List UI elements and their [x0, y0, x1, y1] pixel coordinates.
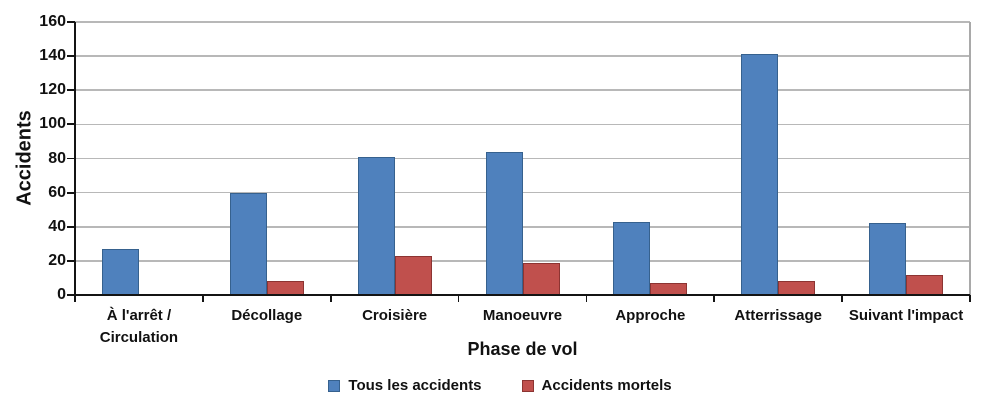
gridline-160: [75, 21, 970, 23]
x-axis-tick-3: [457, 295, 460, 302]
y-axis-tick-60: [67, 191, 75, 194]
y-tick-label-20: 20: [48, 251, 66, 269]
x-axis-tick-4: [585, 295, 588, 302]
y-tick-label-60: 60: [48, 183, 66, 201]
y-tick-label-0: 0: [57, 286, 66, 303]
bar-tous-les-accidents-4: [613, 221, 651, 295]
x-axis-line: [67, 294, 970, 296]
x-axis-tick-1: [201, 295, 204, 302]
x-category-label-2: Croisière: [362, 307, 428, 324]
bar-tous-les-accidents-5: [741, 54, 779, 295]
y-axis-tick-160: [67, 21, 75, 23]
gridline-140: [75, 55, 970, 57]
bar-accidents-mortels-6: [906, 274, 944, 295]
bar-tous-les-accidents-0: [101, 248, 139, 295]
legend-entry-accidents-mortels: Accidents mortels: [521, 377, 672, 394]
x-axis-tick-7: [969, 295, 971, 302]
y-tick-label-40: 40: [48, 217, 66, 235]
x-axis-tick-6: [841, 295, 844, 302]
legend-swatch-accidents-mortels: [521, 379, 534, 392]
y-tick-label-100: 100: [39, 115, 66, 133]
gridline-20: [75, 260, 970, 262]
legend: Tous les accidents Accidents mortels: [0, 377, 1000, 394]
x-category-label-5: Atterrissage: [734, 307, 822, 324]
y-tick-label-160: 160: [39, 13, 66, 30]
bar-tous-les-accidents-2: [357, 156, 395, 295]
y-axis-tick-80: [67, 157, 75, 160]
y-tick-label-140: 140: [39, 47, 66, 65]
y-axis-line: [74, 22, 76, 296]
gridline-100: [75, 123, 970, 126]
gridline-120: [75, 89, 970, 92]
legend-label-accidents-mortels: Accidents mortels: [541, 377, 672, 394]
x-category-label-3: Manoeuvre: [482, 307, 563, 324]
gridline-80: [75, 157, 970, 160]
y-axis-tick-140: [67, 55, 75, 58]
x-axis-tick-5: [713, 295, 716, 302]
y-axis-tick-100: [67, 123, 75, 126]
gridline-60: [75, 191, 970, 194]
x-category-label-4: Approche: [615, 307, 686, 324]
bar-accidents-mortels-2: [394, 255, 432, 295]
y-tick-label-120: 120: [39, 81, 66, 99]
bar-accidents-mortels-3: [522, 262, 560, 295]
bar-accidents-mortels-1: [266, 281, 304, 295]
legend-label-tous-les-accidents: Tous les accidents: [348, 377, 482, 394]
y-axis-tick-20: [67, 259, 75, 262]
gridline-40: [75, 225, 970, 228]
bar-tous-les-accidents-6: [869, 223, 907, 295]
x-category-label-1: Décollage: [231, 307, 303, 324]
x-axis-tick-2: [329, 295, 332, 302]
x-axis-tick-0: [74, 295, 76, 302]
bar-tous-les-accidents-3: [485, 151, 523, 295]
y-axis-tick-120: [67, 89, 75, 92]
plot-right-border: [969, 22, 971, 295]
legend-entry-tous-les-accidents: Tous les accidents: [328, 377, 482, 394]
legend-swatch-tous-les-accidents: [328, 379, 341, 392]
y-axis-tick-40: [67, 225, 75, 228]
bar-tous-les-accidents-1: [229, 192, 267, 295]
x-category-label-6: Suivant l'impact: [848, 307, 964, 324]
x-axis-title: Phase de vol: [467, 339, 578, 359]
x-category-label-0: À l'arrêt / Circulation: [99, 307, 179, 346]
y-axis-title: Accidents: [13, 110, 36, 206]
bar-accidents-mortels-5: [778, 281, 816, 295]
y-tick-label-80: 80: [48, 149, 66, 167]
